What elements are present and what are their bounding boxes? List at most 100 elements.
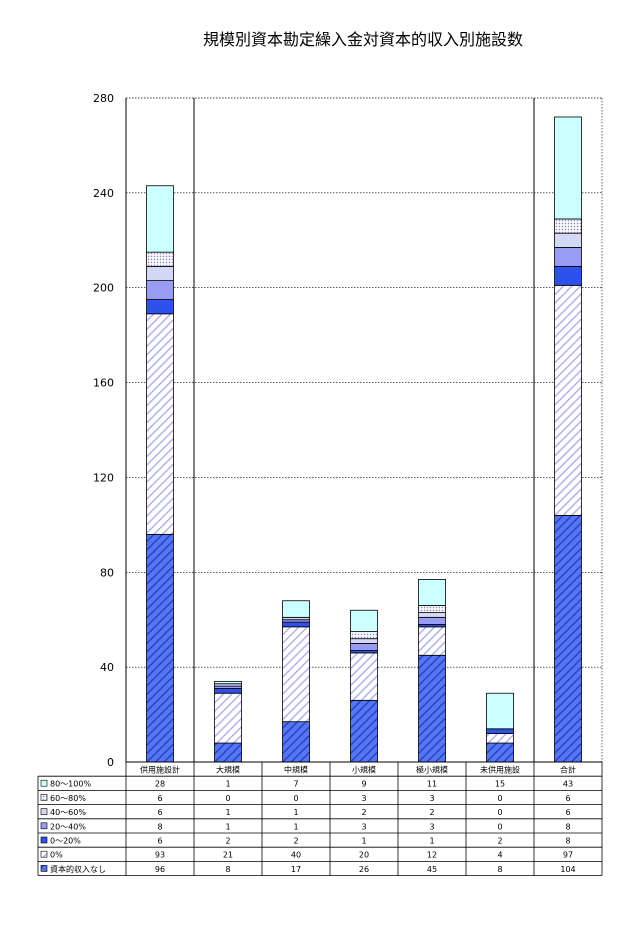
bar-segment [350,652,378,701]
series-label: 20～40% [50,822,86,831]
bar-segment [554,246,582,267]
bar-segment [214,692,242,744]
category-label: 大規模 [216,765,240,775]
bar-segment [146,251,174,267]
bar-segment [214,688,242,694]
table-cell: 1 [293,808,298,817]
table-cell: 8 [225,865,230,874]
table-cell: 15 [495,780,505,789]
table-cell: 6 [565,794,570,803]
table-cell: 43 [563,780,573,789]
bar-segment [282,621,310,628]
y-tick-label: 120 [93,471,114,484]
bar-segment [418,616,446,625]
bar-segment [554,284,582,516]
table-cell: 0 [497,822,502,831]
table-cell: 2 [361,808,366,817]
bar-segment [282,600,310,618]
bar-segment [554,218,582,234]
table-cell: 28 [155,780,165,789]
y-tick-label: 40 [100,661,114,674]
bar-segment [350,609,378,632]
bar-segment [214,680,242,685]
table-cell: 2 [293,837,298,846]
bar-segment [350,699,378,763]
table-cell: 97 [563,851,573,860]
bar-segment [146,299,174,315]
table-cell: 0 [497,794,502,803]
series-label: 40～60% [50,808,86,817]
y-tick-label: 0 [107,756,114,769]
table-cell: 0 [293,794,298,803]
series-label: 80～100% [50,780,91,789]
table-cell: 1 [225,822,230,831]
table-cell: 4 [497,851,502,860]
table-cell: 2 [429,808,434,817]
bar-segment [146,185,174,253]
bar-segment [486,728,514,734]
y-tick-label: 160 [93,377,114,390]
table-cell: 96 [155,865,165,874]
table-cell: 11 [427,780,437,789]
bar-segment [146,265,174,282]
bar-segment [282,626,310,723]
table-cell: 8 [157,822,162,831]
y-tick-label: 80 [100,566,114,579]
table-cell: 1 [293,822,298,831]
bar-segment [486,742,514,763]
table-cell: 1 [361,837,366,846]
chart-title: 規模別資本勘定繰入金対資本的収入別施設数 [203,30,523,49]
bar-segment [146,313,174,535]
bar-segment [350,643,378,651]
table-cell: 8 [497,865,502,874]
table-cell: 1 [225,780,230,789]
table-cell: 7 [293,780,298,789]
bar-segment [350,631,378,640]
table-cell: 6 [157,808,162,817]
table-cell: 2 [497,837,502,846]
table-cell: 20 [359,851,369,860]
bar-segment [554,232,582,248]
bar-segment [418,654,446,763]
bar-segment [418,579,446,606]
table-cell: 3 [429,822,434,831]
table-cell: 0 [225,794,230,803]
table-cell: 6 [157,794,162,803]
table-cell: 1 [429,837,434,846]
series-label: 資本的収入なし [50,864,106,874]
bar-segment [418,612,446,618]
table-cell: 45 [427,865,437,874]
legend-key [40,808,48,815]
category-label: 小規模 [352,765,376,775]
bar-segment [418,605,446,614]
y-tick-label: 280 [93,92,114,105]
table-cell: 3 [361,794,366,803]
table-cell: 8 [565,822,570,831]
table-cell: 0 [497,808,502,817]
category-label: 供用施設計 [140,765,180,775]
legend-key [40,822,48,830]
table-cell: 2 [225,837,230,846]
table-cell: 40 [291,851,301,860]
series-label: 60～80% [50,794,86,803]
table-cell: 17 [291,865,301,874]
bar-segment [418,626,446,656]
legend-key [40,865,48,872]
bar-segment [350,638,378,644]
y-tick-label: 240 [93,187,114,200]
bar-segment [146,280,174,300]
bars [146,116,582,763]
table-cell: 1 [225,808,230,817]
bar-segment [146,533,174,763]
bar-segment [486,733,514,744]
table-cell: 6 [565,808,570,817]
y-tick-label: 200 [93,282,114,295]
table-cell: 21 [223,851,233,860]
legend-key [40,850,48,858]
table-cell: 3 [361,822,366,831]
table-cell: 8 [565,837,570,846]
legend-key [40,836,48,844]
bar-segment [282,721,310,763]
table-cell: 3 [429,794,434,803]
